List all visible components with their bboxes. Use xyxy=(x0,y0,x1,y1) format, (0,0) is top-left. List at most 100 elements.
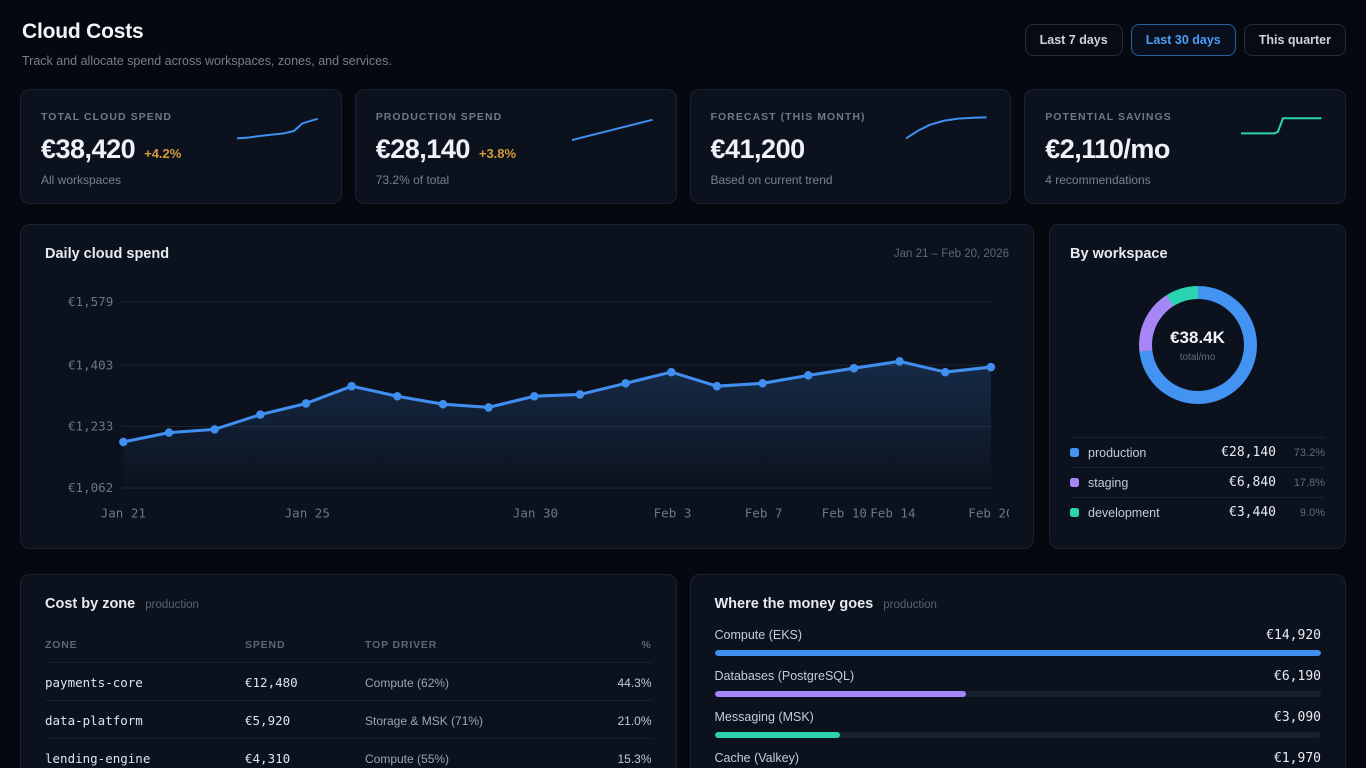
donut-total-label: total/mo xyxy=(1179,351,1216,363)
svg-text:€1,233: €1,233 xyxy=(68,418,113,433)
service-row-compute: Compute (EKS) €14,920 xyxy=(714,628,1321,656)
zone-percent: 44.3% xyxy=(617,675,652,690)
zone-driver: Compute (55%) xyxy=(365,751,450,766)
zone-card-scope: production xyxy=(145,599,199,611)
kpi-card-production-spend: PRODUCTION SPEND €28,140 +3.8% 73.2% of … xyxy=(354,89,677,204)
bar-track xyxy=(714,732,1321,738)
service-value: €1,970 xyxy=(1274,751,1321,766)
zone-name: lending-engine xyxy=(45,751,151,766)
sparkline-chart xyxy=(236,118,318,140)
bar-track xyxy=(714,691,1321,697)
column-header-percent: % xyxy=(641,639,652,651)
range-button-last-30-days[interactable]: Last 30 days xyxy=(1130,24,1236,56)
kpi-delta: +3.8% xyxy=(478,146,517,161)
chart-title: Daily cloud spend xyxy=(45,246,170,262)
svg-text:Jan 30: Jan 30 xyxy=(513,506,558,521)
svg-text:Jan 25: Jan 25 xyxy=(285,506,330,521)
service-row-cache: Cache (Valkey) €1,970 xyxy=(715,751,1322,768)
page-header: Cloud Costs Track and allocate spend acr… xyxy=(20,20,1346,68)
zone-table: ZONE SPEND TOP DRIVER % payments-core €1… xyxy=(45,630,652,768)
svg-text:€1,062: €1,062 xyxy=(68,480,113,495)
legend-item-production: production €28,140 73.2% xyxy=(1070,437,1325,467)
column-header-spend: SPEND xyxy=(245,639,286,651)
kpi-label: PRODUCTION SPEND xyxy=(375,111,503,123)
legend-swatch-staging xyxy=(1070,478,1079,487)
bar-fill xyxy=(714,732,841,738)
bar-fill xyxy=(714,650,1321,656)
legend-value: €28,140 xyxy=(1221,445,1276,460)
service-label: Databases (PostgreSQL) xyxy=(714,669,855,683)
zone-table-header: ZONE SPEND TOP DRIVER % xyxy=(45,630,652,662)
workspace-donut-chart: €38.4K total/mo xyxy=(1138,286,1257,404)
svg-text:Jan 21: Jan 21 xyxy=(101,506,146,521)
zone-driver: Compute (62%) xyxy=(365,675,450,690)
bar-fill xyxy=(714,691,967,697)
svg-text:Feb 3: Feb 3 xyxy=(654,506,692,521)
legend-label: production xyxy=(1088,445,1147,460)
kpi-value: €2,110/mo xyxy=(1045,134,1170,164)
legend-swatch-development xyxy=(1070,508,1079,517)
workspace-legend: production €28,140 73.2% staging €6,840 … xyxy=(1070,437,1325,527)
range-button-this-quarter[interactable]: This quarter xyxy=(1243,24,1346,56)
bar-track xyxy=(714,650,1321,656)
kpi-card-total-spend: TOTAL CLOUD SPEND €38,420 +4.2% All work… xyxy=(20,89,342,204)
svg-text:Feb 20: Feb 20 xyxy=(968,506,1009,521)
zone-card-title: Cost by zone xyxy=(45,596,136,612)
kpi-value: €38,420 xyxy=(41,134,136,164)
column-header-driver: TOP DRIVER xyxy=(365,639,438,651)
legend-value: €6,840 xyxy=(1229,475,1276,490)
kpi-card-forecast: FORECAST (THIS MONTH) €41,200 Based on c… xyxy=(689,89,1012,204)
zone-percent: 15.3% xyxy=(617,751,652,766)
column-header-zone: ZONE xyxy=(45,639,78,651)
range-button-last-7-days[interactable]: Last 7 days xyxy=(1024,24,1123,56)
date-range-selector: Last 7 days Last 30 days This quarter xyxy=(1024,24,1346,56)
service-row-messaging: Messaging (MSK) €3,090 xyxy=(714,710,1321,738)
kpi-row: TOTAL CLOUD SPEND €38,420 +4.2% All work… xyxy=(20,89,1346,204)
service-label: Cache (Valkey) xyxy=(714,751,800,765)
kpi-card-potential-savings: POTENTIAL SAVINGS €2,110/mo 4 recommenda… xyxy=(1024,89,1346,204)
service-card-scope: production xyxy=(883,599,937,611)
line-chart: €1,579 €1,403 €1,233 €1,062 Jan 21 Jan 25 Jan … xyxy=(45,262,1009,548)
cost-by-zone-card: Cost by zone production ZONE SPEND TOP D… xyxy=(20,574,677,768)
legend-percent: 73.2% xyxy=(1293,446,1325,459)
svg-text:Feb 14: Feb 14 xyxy=(870,506,916,521)
kpi-value: €41,200 xyxy=(710,134,806,164)
svg-text:Feb 10: Feb 10 xyxy=(822,506,867,521)
kpi-label: TOTAL CLOUD SPEND xyxy=(41,111,173,123)
kpi-label: FORECAST (THIS MONTH) xyxy=(710,111,866,123)
daily-spend-chart-card: Daily cloud spend Jan 21 – Feb 20, 2026 … xyxy=(20,224,1034,549)
service-value: €6,190 xyxy=(1274,669,1321,684)
zone-name: data-platform xyxy=(45,713,143,728)
zone-driver: Storage & MSK (71%) xyxy=(365,713,484,728)
zone-spend: €5,920 xyxy=(245,713,291,728)
svg-text:€1,403: €1,403 xyxy=(68,357,113,372)
kpi-delta: +4.2% xyxy=(144,146,182,161)
legend-label: staging xyxy=(1088,475,1129,490)
workspace-breakdown-card: By workspace €38.4K total/mo production … xyxy=(1049,224,1346,549)
page-title: Cloud Costs xyxy=(22,20,144,43)
kpi-subtext: Based on current trend xyxy=(710,173,833,187)
service-card-title: Where the money goes xyxy=(714,596,874,612)
legend-label: development xyxy=(1088,505,1160,520)
service-label: Messaging (MSK) xyxy=(714,710,814,724)
sparkline-chart xyxy=(906,116,988,140)
table-row: data-platform €5,920 Storage & MSK (71%)… xyxy=(45,700,652,738)
sparkline-chart xyxy=(1241,117,1322,135)
chart-date-range: Jan 21 – Feb 20, 2026 xyxy=(893,248,1009,260)
legend-item-development: development €3,440 9.0% xyxy=(1070,497,1325,527)
kpi-value: €28,140 xyxy=(375,134,471,164)
table-row: payments-core €12,480 Compute (62%) 44.3… xyxy=(45,662,652,700)
service-cost-card: Where the money goes production Compute … xyxy=(689,574,1346,768)
table-row: lending-engine €4,310 Compute (55%) 15.3… xyxy=(45,738,652,768)
kpi-label: POTENTIAL SAVINGS xyxy=(1045,111,1172,123)
zone-spend: €4,310 xyxy=(245,751,291,766)
workspace-card-title: By workspace xyxy=(1070,246,1168,262)
kpi-subtext: All workspaces xyxy=(41,173,122,187)
donut-total-value: €38.4K xyxy=(1170,327,1225,347)
legend-item-staging: staging €6,840 17.8% xyxy=(1070,467,1325,497)
service-row-databases: Databases (PostgreSQL) €6,190 xyxy=(714,669,1321,697)
legend-value: €3,440 xyxy=(1229,505,1276,520)
zone-name: payments-core xyxy=(45,675,143,690)
legend-swatch-production xyxy=(1070,448,1079,457)
